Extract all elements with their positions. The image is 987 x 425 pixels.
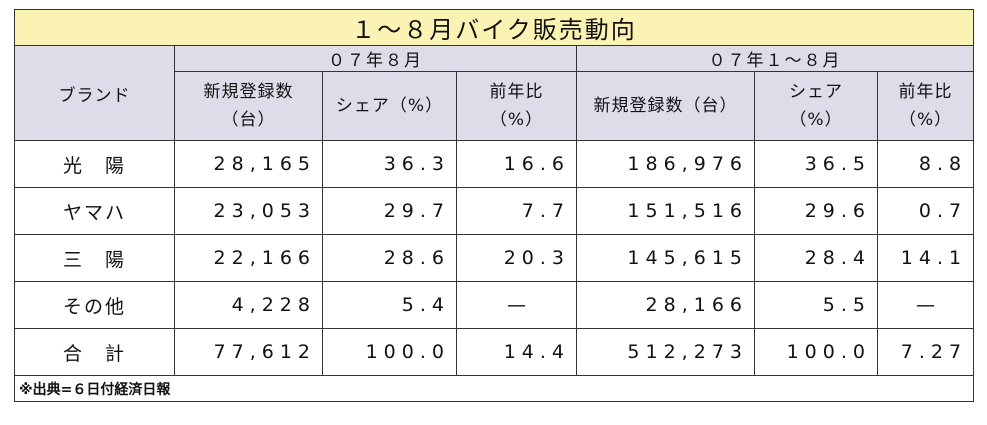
- cell-ytd-yoy: 14.1: [876, 234, 975, 282]
- cell-brand: 合 計: [14, 328, 175, 376]
- table-row: 光 陽 28,165 36.3 16.6 186,976 36.5 8.8: [14, 140, 975, 188]
- cell-month-yoy: 16.6: [456, 140, 577, 188]
- header-ytd-share-line2: （%）: [789, 110, 843, 130]
- cell-brand: 三 陽: [14, 234, 175, 282]
- cell-month-share: 29.7: [322, 187, 457, 235]
- header-ytd-yoy-line1: 前年比: [898, 82, 953, 102]
- header-month-registrations-line1: 新規登録数: [203, 82, 294, 102]
- cell-month-registrations: 77,612: [174, 328, 323, 376]
- cell-ytd-yoy: 0.7: [876, 187, 975, 235]
- header-month-registrations-line2: （台）: [221, 110, 276, 130]
- cell-month-yoy: 20.3: [456, 234, 577, 282]
- cell-month-registrations: 22,166: [174, 234, 323, 282]
- cell-brand: その他: [14, 281, 175, 329]
- header-month-registrations: 新規登録数 （台）: [174, 71, 323, 141]
- header-month-yoy: 前年比 （%）: [456, 71, 577, 141]
- cell-month-registrations: 4,228: [174, 281, 323, 329]
- cell-ytd-share: 100.0: [754, 328, 878, 376]
- cell-brand: 光 陽: [14, 140, 175, 188]
- header-month-share: シェア（%）: [322, 71, 457, 141]
- cell-month-share: 28.6: [322, 234, 457, 282]
- table-row: その他 4,228 5.4 — 28,166 5.5 —: [14, 281, 975, 329]
- cell-month-yoy: 7.7: [456, 187, 577, 235]
- header-brand: ブランド: [14, 45, 175, 141]
- cell-month-registrations: 23,053: [174, 187, 323, 235]
- cell-ytd-share: 36.5: [754, 140, 878, 188]
- table-row: 合 計 77,612 100.0 14.4 512,273 100.0 7.27: [14, 328, 975, 376]
- cell-month-registrations: 28,165: [174, 140, 323, 188]
- cell-month-yoy: —: [456, 281, 577, 329]
- table-row: 三 陽 22,166 28.6 20.3 145,615 28.4 14.1: [14, 234, 975, 282]
- header-ytd-share: シェア （%）: [754, 71, 878, 141]
- cell-ytd-yoy: 8.8: [876, 140, 975, 188]
- table-title: １～８月バイク販売動向: [13, 9, 975, 46]
- header-ytd-registrations: 新規登録数（台）: [576, 71, 755, 141]
- cell-ytd-yoy: —: [876, 281, 975, 329]
- cell-ytd-share: 28.4: [754, 234, 878, 282]
- cell-ytd-yoy: 7.27: [876, 328, 975, 376]
- cell-month-yoy: 14.4: [456, 328, 577, 376]
- header-month-yoy-line1: 前年比: [489, 82, 544, 102]
- sales-table-container: １～８月バイク販売動向 ブランド ０７年８月 ０７年１～８月 新規登録数 （台）…: [13, 9, 975, 402]
- cell-month-share: 36.3: [322, 140, 457, 188]
- cell-ytd-registrations: 186,976: [576, 140, 755, 188]
- cell-month-share: 5.4: [322, 281, 457, 329]
- cell-ytd-registrations: 151,516: [576, 187, 755, 235]
- header-ytd-yoy: 前年比 （%）: [876, 71, 975, 141]
- cell-ytd-registrations: 28,166: [576, 281, 755, 329]
- cell-ytd-share: 5.5: [754, 281, 878, 329]
- cell-ytd-registrations: 145,615: [576, 234, 755, 282]
- header-ytd-yoy-line2: （%）: [898, 110, 953, 130]
- cell-brand: ヤマハ: [14, 187, 175, 235]
- header-month-yoy-line2: （%）: [489, 110, 544, 130]
- bike-sales-table: １～８月バイク販売動向 ブランド ０７年８月 ０７年１～８月 新規登録数 （台）…: [13, 9, 975, 402]
- cell-ytd-registrations: 512,273: [576, 328, 755, 376]
- source-footnote: ※出典=６日付経済日報: [13, 375, 975, 402]
- table-row: ヤマハ 23,053 29.7 7.7 151,516 29.6 0.7: [14, 187, 975, 235]
- cell-ytd-share: 29.6: [754, 187, 878, 235]
- header-group-ytd: ０７年１～８月: [575, 45, 975, 72]
- header-ytd-share-line1: シェア: [789, 82, 843, 102]
- cell-month-share: 100.0: [322, 328, 457, 376]
- header-group-month: ０７年８月: [174, 45, 577, 72]
